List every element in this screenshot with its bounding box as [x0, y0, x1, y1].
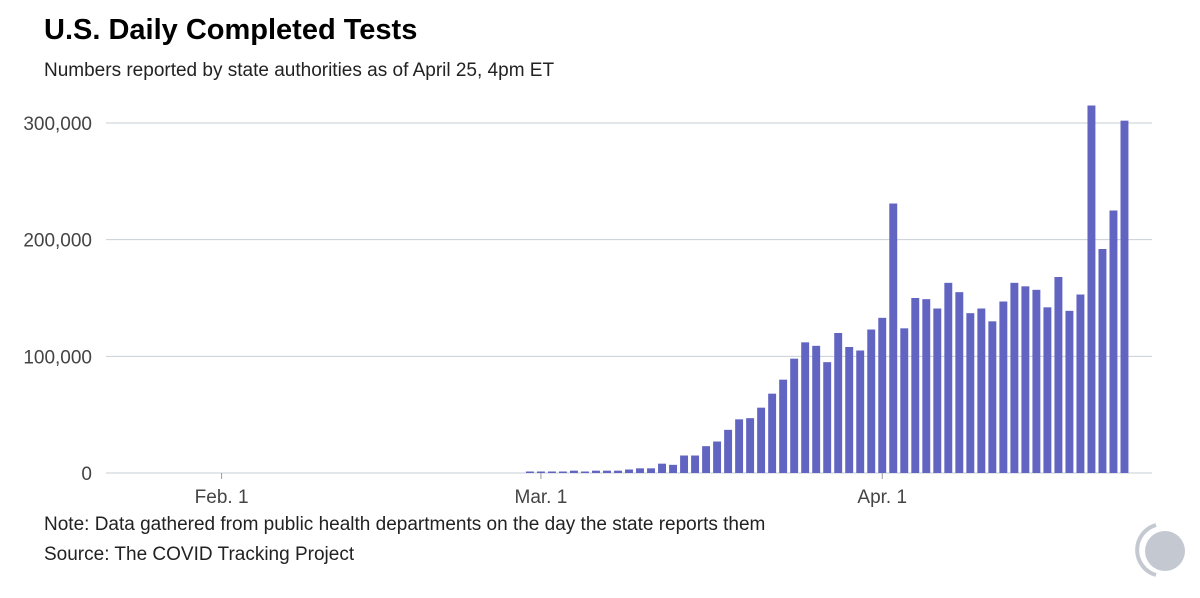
bar: [1054, 277, 1063, 473]
bar: [1087, 105, 1096, 473]
y-tick-label: 300,000: [23, 114, 92, 135]
bar: [889, 203, 898, 473]
bars: [525, 105, 1129, 474]
bar: [878, 317, 887, 473]
bar: [1032, 289, 1041, 473]
bar: [547, 471, 556, 473]
bar: [680, 455, 689, 473]
chart-source: Source: The COVID Tracking Project: [44, 544, 355, 565]
bar: [614, 470, 622, 473]
bar: [592, 470, 600, 473]
bar: [647, 468, 655, 473]
y-axis-ticks: 0 100,000 200,000 300,000: [23, 114, 92, 485]
bar: [955, 292, 964, 473]
y-tick-label: 200,000: [23, 231, 92, 252]
bar: [691, 455, 700, 473]
y-tick-label: 0: [81, 464, 92, 485]
bar: [1021, 286, 1030, 473]
bar: [746, 418, 755, 473]
bar: [999, 301, 1008, 473]
bar: [966, 313, 975, 473]
bar: [834, 333, 843, 473]
bar: [779, 379, 788, 473]
bar: [856, 350, 865, 473]
bar: [823, 362, 832, 473]
bar: [933, 308, 942, 473]
bar: [988, 321, 997, 473]
bar: [636, 468, 644, 473]
bar: [603, 470, 611, 473]
bar: [536, 471, 545, 473]
chart-subtitle: Numbers reported by state authorities as…: [44, 60, 555, 81]
bar: [922, 299, 931, 473]
bar: [658, 463, 666, 473]
bar: [1076, 294, 1085, 473]
bar: [1065, 310, 1074, 473]
bar: [1109, 210, 1118, 473]
bar: [977, 308, 986, 473]
covid-tracking-project-logo-icon: [1135, 523, 1185, 577]
x-axis-ticks: Feb. 1 Mar. 1 Apr. 1: [195, 473, 907, 508]
bar: [569, 470, 578, 473]
chart-note: Note: Data gathered from public health d…: [44, 514, 766, 535]
bar: [812, 345, 821, 473]
bar: [525, 471, 534, 473]
x-tick-label: Feb. 1: [195, 487, 249, 508]
bar: [580, 471, 589, 473]
bar: [900, 328, 909, 473]
bar: [911, 298, 920, 473]
bar: [713, 441, 722, 473]
bar: [768, 393, 777, 473]
bar: [702, 446, 711, 473]
bar: [867, 329, 876, 473]
bar: [801, 342, 810, 473]
bar: [1098, 249, 1107, 473]
y-tick-label: 100,000: [23, 347, 92, 368]
bar: [724, 429, 733, 473]
x-tick-label: Mar. 1: [515, 487, 568, 508]
bar: [845, 347, 854, 473]
chart-title: U.S. Daily Completed Tests: [44, 14, 418, 46]
bar: [1010, 282, 1019, 473]
bar: [558, 471, 567, 473]
bar: [757, 407, 766, 473]
x-tick-label: Apr. 1: [857, 487, 907, 508]
bar: [1043, 307, 1052, 473]
bar: [625, 469, 633, 473]
bar: [669, 464, 678, 473]
bar: [1120, 120, 1129, 474]
bar: [735, 419, 744, 473]
bar: [944, 282, 953, 473]
bar: [790, 358, 799, 473]
